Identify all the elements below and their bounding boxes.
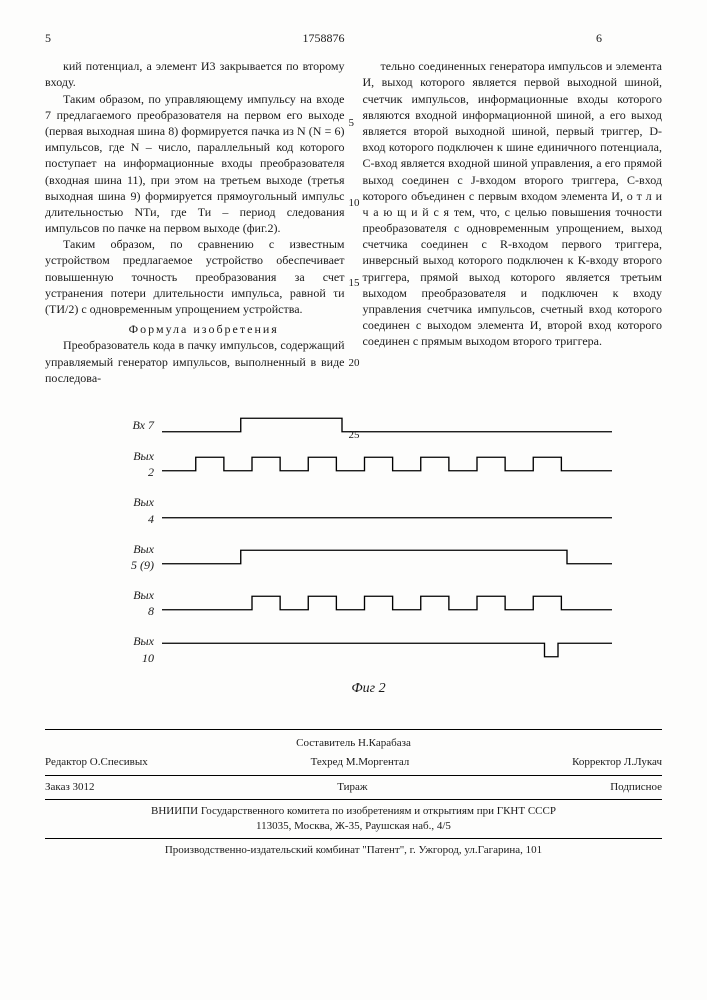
tirazh: Тираж xyxy=(337,780,367,795)
line-marker: 5 xyxy=(349,116,355,131)
figure-caption: Фиг 2 xyxy=(125,680,612,699)
tech: Техред М.Моргентал xyxy=(311,755,410,770)
line-marker: 15 xyxy=(349,276,360,291)
trace-row: Вых 4 xyxy=(125,494,612,526)
footer-address: ВНИИПИ Государственного комитета по изоб… xyxy=(45,800,662,839)
trace-waveform xyxy=(162,548,612,566)
timing-diagram: Вх 7 Вых 2 Вых 4 Вых 5 (9) Вых 8 Вых 10 Фиг 2 xyxy=(125,416,612,699)
para: кий потенциал, а элемент И3 закрывается … xyxy=(45,58,345,90)
addr-line: ВНИИПИ Государственного комитета по изоб… xyxy=(45,804,662,819)
line-marker: 25 xyxy=(349,428,360,443)
para: Таким образом, по управляющему импульсу … xyxy=(45,91,345,237)
trace-label: Вх 7 xyxy=(125,417,162,433)
trace-row: Вых 10 xyxy=(125,633,612,665)
para: Преобразователь кода в пачку импульсов, … xyxy=(45,337,345,386)
compiler-line: Составитель Н.Карабаза xyxy=(45,736,662,751)
trace-label: Вых 2 xyxy=(125,448,162,480)
trace-waveform xyxy=(162,455,612,473)
para: Таким образом, по сравнению с известным … xyxy=(45,236,345,317)
addr-line: 113035, Москва, Ж-35, Раушская наб., 4/5 xyxy=(45,819,662,834)
line-marker: 20 xyxy=(349,356,360,371)
trace-row: Вх 7 xyxy=(125,416,612,434)
footer-printer: Производственно-издательский комбинат "П… xyxy=(45,839,662,862)
trace-row: Вых 5 (9) xyxy=(125,541,612,573)
para: тельно соединенных генератора импульсов … xyxy=(363,58,663,349)
subscript: Подписное xyxy=(610,780,662,795)
trace-label: Вых 4 xyxy=(125,494,162,526)
footer-credits: Составитель Н.Карабаза Редактор О.Спесив… xyxy=(45,729,662,777)
patent-number: 1758876 xyxy=(231,30,417,46)
trace-waveform xyxy=(162,416,612,434)
trace-waveform xyxy=(162,594,612,612)
page-num-right: 6 xyxy=(416,30,662,46)
trace-label: Вых 8 xyxy=(125,587,162,619)
page-num-left: 5 xyxy=(45,30,231,46)
editor: Редактор О.Спесивых xyxy=(45,755,148,770)
line-marker: 10 xyxy=(349,196,360,211)
right-column: 5 10 15 20 25 тельно соединенных генерат… xyxy=(363,58,663,386)
trace-row: Вых 2 xyxy=(125,448,612,480)
left-column: кий потенциал, а элемент И3 закрывается … xyxy=(45,58,345,386)
trace-row: Вых 8 xyxy=(125,587,612,619)
footer-order: Заказ 3012 Тираж Подписное xyxy=(45,776,662,800)
text-columns: кий потенциал, а элемент И3 закрывается … xyxy=(45,58,662,386)
page-header: 5 1758876 6 xyxy=(45,30,662,46)
trace-waveform xyxy=(162,502,612,520)
formula-title: Формула изобретения xyxy=(45,321,345,337)
order-num: Заказ 3012 xyxy=(45,780,95,795)
trace-label: Вых 10 xyxy=(125,633,162,665)
trace-waveform xyxy=(162,641,612,659)
corrector: Корректор Л.Лукач xyxy=(572,755,662,770)
trace-label: Вых 5 (9) xyxy=(125,541,162,573)
